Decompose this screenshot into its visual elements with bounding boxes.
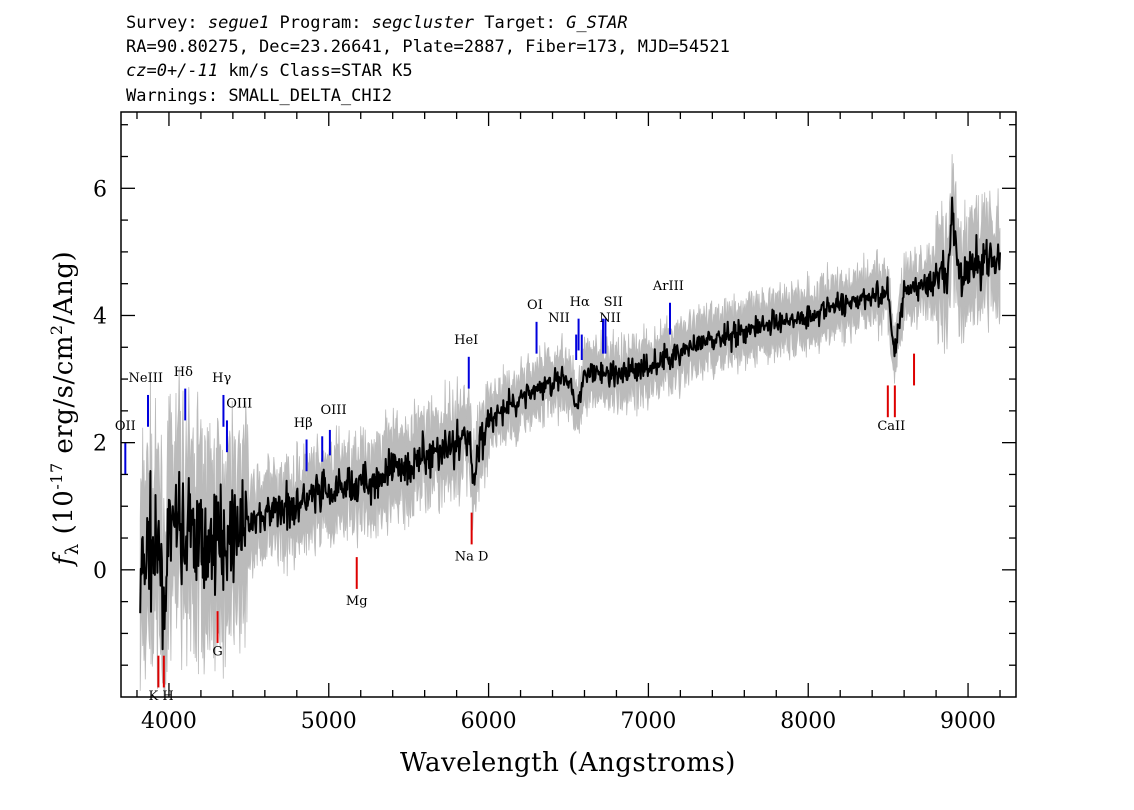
spectral-line-label: CaII [877, 419, 905, 434]
flux-line [139, 196, 1001, 651]
spectral-line-label: Hγ [212, 371, 231, 386]
header-line-1: Survey: segue1 Program: segcluster Targe… [126, 13, 628, 33]
y-tick-label: 2 [93, 432, 107, 457]
y-tick-label: 4 [93, 304, 107, 329]
x-tick-label: 7000 [620, 709, 676, 734]
spectral-line-label: OIII [321, 403, 347, 418]
spectral-line-label: OI [527, 298, 543, 313]
spectral-line-label: SII [604, 295, 623, 310]
spectral-line-label: Hβ [294, 416, 313, 431]
spectral-line-label: Mg [346, 594, 368, 609]
x-tick-label: 6000 [461, 709, 517, 734]
spectral-line-label: HeI [454, 333, 478, 348]
error-band [139, 154, 1001, 697]
spectral-line-label: G [212, 645, 222, 660]
y-axis-label: fλ (10-17 erg/s/cm2/Ang) [47, 251, 83, 567]
axis-ticks: 4000 5000 6000 7000 8000 9000 0 2 4 6 [93, 112, 1016, 734]
spectral-line-label: OIII [226, 397, 252, 412]
spectral-line-label: Hδ [174, 365, 193, 380]
chart-header: Survey: segue1 Program: segcluster Targe… [126, 13, 730, 106]
plot-frame [120, 111, 1017, 698]
spectral-line-label: Hα [570, 295, 590, 310]
spectral-line-label: NII [599, 311, 621, 326]
x-tick-label: 8000 [780, 709, 836, 734]
y-tick-label: 0 [93, 559, 107, 584]
x-tick-label: 4000 [141, 709, 197, 734]
spectral-line-label: NeIII [129, 371, 163, 386]
x-tick-label: 5000 [301, 709, 357, 734]
x-axis-label: Wavelength (Angstroms) [400, 748, 736, 778]
spectral-line-label: Na D [455, 549, 489, 564]
spectral-line-label: ArIII [652, 279, 684, 294]
x-tick-label: 9000 [940, 709, 996, 734]
header-line-4: Warnings: SMALL_DELTA_CHI2 [126, 86, 392, 106]
spectral-line-label: NII [548, 311, 570, 326]
spectral-lines-layer [124, 302, 916, 688]
spectral-line-label: OII [115, 419, 136, 434]
header-line-3: cz=0+/-11 km/s Class=STAR K5 [126, 61, 413, 81]
header-line-2: RA=90.80275, Dec=23.26641, Plate=2887, F… [126, 37, 730, 57]
series-layer [139, 154, 1001, 697]
y-tick-label: 6 [93, 177, 107, 202]
